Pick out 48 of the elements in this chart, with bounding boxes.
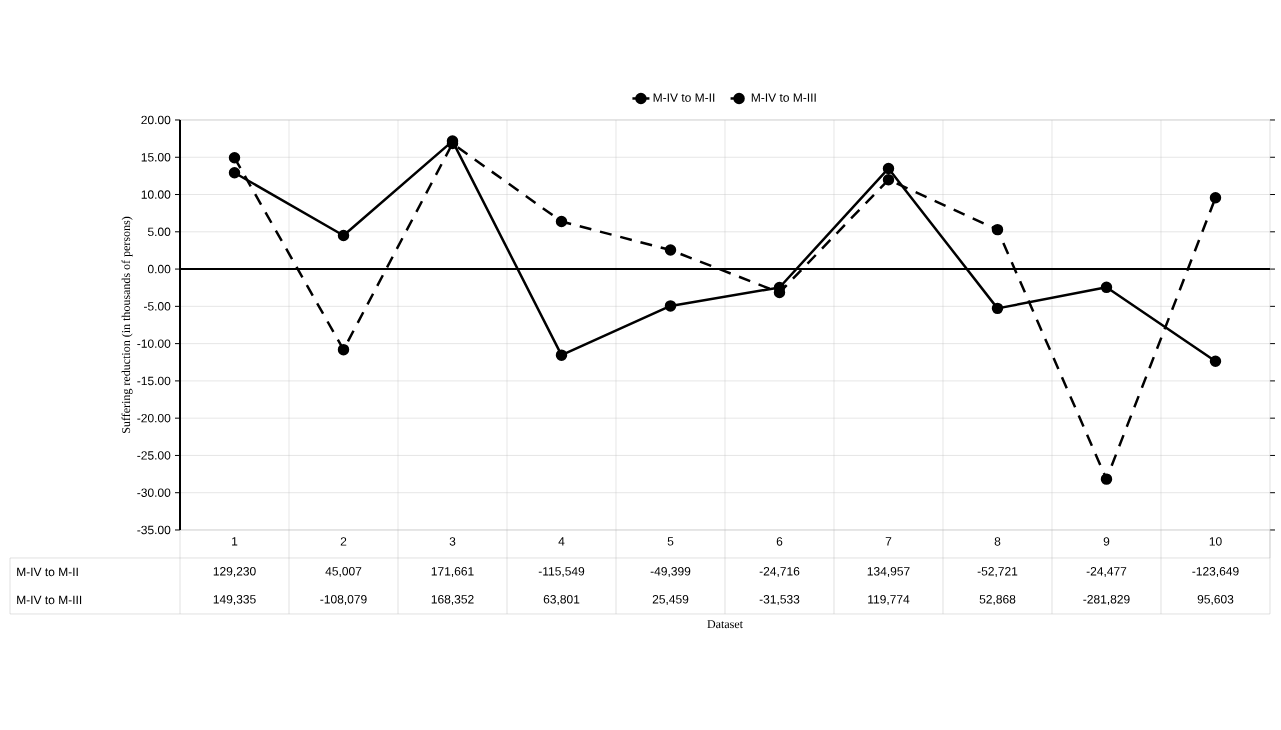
text: -24,477 [1086, 567, 1127, 577]
y-tick-label: -5.00 [143, 302, 171, 311]
x-tick-label: 8 [994, 537, 1001, 546]
text: 129,230 [213, 567, 256, 577]
text: -52,721 [977, 567, 1018, 577]
text: M-IV to M-II [17, 567, 78, 577]
y-axis-title: Suffering reduction (in thousands of persons) [121, 216, 133, 433]
y-tick-label: 0.00 [147, 264, 171, 274]
x-tick-label: 9 [1103, 537, 1110, 546]
text: Dataset [707, 620, 743, 629]
text: 52,868 [979, 595, 1016, 605]
y-tick-label: -15.00 [137, 376, 171, 386]
y-tick-label: -25.00 [137, 451, 171, 460]
text: 95,603 [1197, 595, 1234, 605]
text: -115,549 [538, 567, 585, 577]
text: 168,352 [431, 595, 474, 605]
x-tick-label: 7 [885, 537, 892, 546]
y-tick-label: 5.00 [147, 227, 171, 237]
text: -31,533 [759, 595, 800, 605]
x-tick-label: 5 [667, 537, 674, 546]
x-tick-label: 4 [558, 537, 565, 546]
y-tick-label: 20.00 [141, 115, 171, 125]
text: 149,335 [213, 595, 256, 605]
legend-label: M-IV to M-III [751, 93, 816, 102]
text: 119,774 [868, 595, 910, 605]
x-tick-label: 2 [340, 537, 347, 546]
x-tick-label: 1 [232, 537, 238, 546]
y-tick-label: 10.00 [141, 190, 171, 199]
text: 25,459 [652, 595, 689, 605]
text: -281,829 [1083, 595, 1130, 605]
legend-label: M-IV to M-II [653, 93, 715, 102]
y-tick-label: -30.00 [137, 488, 171, 497]
x-tick-label: 10 [1209, 537, 1222, 546]
y-tick-label: -10.00 [137, 339, 171, 348]
y-tick-label: 15.00 [141, 153, 171, 162]
text: -123,649 [1192, 567, 1239, 577]
text: -24,716 [759, 567, 800, 577]
text: 134,957 [867, 567, 910, 577]
y-tick-label: -20.00 [137, 413, 171, 423]
x-tick-label: 3 [449, 537, 456, 546]
y-tick-label: -35.00 [137, 525, 171, 535]
text: M-IV to M-III [17, 595, 82, 605]
x-tick-label: 6 [776, 537, 783, 546]
text: 171,661 [431, 567, 474, 577]
text: -49,399 [650, 567, 691, 577]
text: 45,007 [325, 567, 362, 577]
text: -108,079 [320, 595, 367, 605]
text: 63,801 [543, 595, 580, 605]
